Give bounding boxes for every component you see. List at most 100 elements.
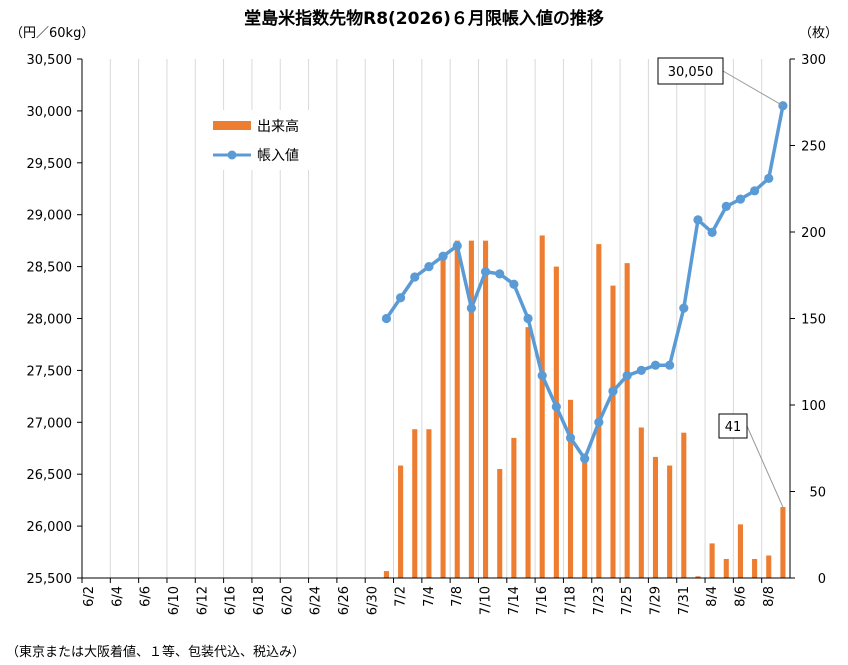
volume-bar [383, 571, 389, 578]
right-tick-label: 300 [801, 53, 826, 68]
x-tick-label: 7/16 [535, 586, 550, 615]
x-tick-label: 6/16 [224, 586, 239, 615]
volume-bar [766, 555, 772, 578]
legend-bar-swatch [213, 121, 251, 130]
volume-bar [638, 427, 644, 578]
left-tick-label: 28,500 [27, 261, 73, 276]
legend: 出来高 帳入値 [207, 110, 327, 170]
left-tick-label: 26,500 [27, 468, 73, 483]
price-point [551, 402, 561, 412]
price-point [509, 279, 519, 289]
price-point [622, 370, 632, 381]
volume-bar [723, 558, 729, 578]
x-tick-label: 6/12 [195, 586, 210, 615]
price-point [410, 272, 420, 282]
left-tick-label: 25,500 [27, 572, 73, 587]
price-point [565, 433, 576, 443]
price-point [424, 262, 434, 272]
price-point [466, 303, 476, 313]
price-point [594, 417, 604, 427]
left-tick-label: 30,500 [27, 53, 73, 68]
volume-bar [468, 240, 474, 578]
callouts: 30,050 41 [657, 57, 784, 508]
volume-bar [497, 469, 503, 578]
right-tick-label: 200 [801, 226, 826, 241]
x-tick-label: 6/20 [280, 586, 295, 615]
footnote: （東京または大阪着値、１等、包装代込、税込み） [6, 644, 305, 660]
legend-box [207, 110, 327, 170]
price-point [735, 194, 746, 204]
x-tick-label: 6/6 [139, 586, 154, 607]
volume-bar [426, 429, 432, 578]
volume-bar [398, 465, 404, 578]
right-tick-label: 0 [818, 572, 826, 587]
price-point [381, 313, 392, 324]
x-tick-label: 6/2 [82, 586, 97, 607]
volume-bar [525, 327, 531, 578]
price-point [707, 227, 717, 237]
x-tick-label: 7/14 [507, 586, 522, 615]
volume-bar [752, 558, 758, 578]
left-tick-label: 28,000 [27, 313, 73, 328]
volume-bar [567, 399, 574, 578]
volume-bar [582, 453, 588, 578]
volume-bar [737, 524, 743, 578]
left-tick-label: 26,000 [27, 520, 73, 535]
volume-bar [553, 266, 559, 578]
price-line-series [381, 101, 788, 464]
price-point [452, 241, 462, 251]
x-tick-label: 6/24 [309, 586, 324, 615]
volume-bar [709, 543, 715, 578]
callout-label-volume: 41 [725, 420, 742, 435]
x-axis-ticks: 6/2 6/4 6/6 6/10 6/12 6/16 6/18 6/20 6/24 6/26 6/3… [81, 578, 777, 615]
x-tick-label: 7/25 [620, 586, 635, 615]
x-tick-label: 7/2 [394, 586, 409, 607]
volume-bar [454, 240, 460, 578]
left-tick-label: 29,500 [27, 157, 73, 172]
price-point [721, 201, 731, 211]
x-tick-label: 6/10 [167, 586, 182, 615]
price-line [384, 105, 785, 461]
right-tick-label: 50 [809, 486, 826, 501]
volume-bar [667, 465, 673, 578]
left-tick-label: 27,500 [27, 364, 73, 379]
volume-bar [681, 432, 687, 578]
right-axis-unit: （枚） [799, 26, 838, 41]
left-tick-label: 30,000 [27, 105, 73, 120]
callout-label-price: 30,050 [668, 65, 714, 80]
price-point [636, 365, 646, 375]
x-tick-label: 6/18 [252, 586, 267, 615]
price-point [764, 173, 774, 183]
price-point [693, 215, 703, 225]
price-point [679, 303, 689, 313]
volume-bar [539, 235, 545, 578]
volume-bar [610, 285, 616, 578]
legend-label-price: 帳入値 [257, 148, 299, 164]
x-tick-label: 8/6 [733, 586, 748, 607]
price-point [495, 269, 505, 279]
price-point [396, 293, 406, 303]
x-tick-label: 7/23 [592, 586, 607, 615]
x-tick-label: 6/26 [337, 586, 352, 615]
volume-bar [780, 507, 786, 578]
price-point [523, 313, 533, 324]
left-tick-label: 29,000 [27, 209, 73, 224]
callout-leader-volume [746, 425, 784, 508]
callout-leader-price [722, 70, 784, 107]
chart-title: 堂島米指数先物R8(2026)６月限帳入値の推移 [244, 8, 604, 29]
left-tick-label: 27,000 [27, 416, 73, 431]
vertical-gridlines [81, 59, 763, 578]
callout-box-price [657, 57, 724, 85]
x-tick-label: 8/8 [762, 586, 777, 607]
price-point [608, 386, 618, 396]
right-tick-label: 250 [801, 140, 826, 155]
left-axis-ticks: 25,500 26,000 26,500 27,000 27,500 28,000 28,5… [27, 53, 82, 587]
price-point [438, 251, 448, 261]
price-point [537, 370, 547, 381]
legend-line-marker [227, 150, 237, 160]
price-point [778, 101, 788, 111]
right-tick-label: 100 [801, 399, 826, 414]
volume-bar [412, 429, 418, 578]
volume-bar [511, 437, 517, 578]
